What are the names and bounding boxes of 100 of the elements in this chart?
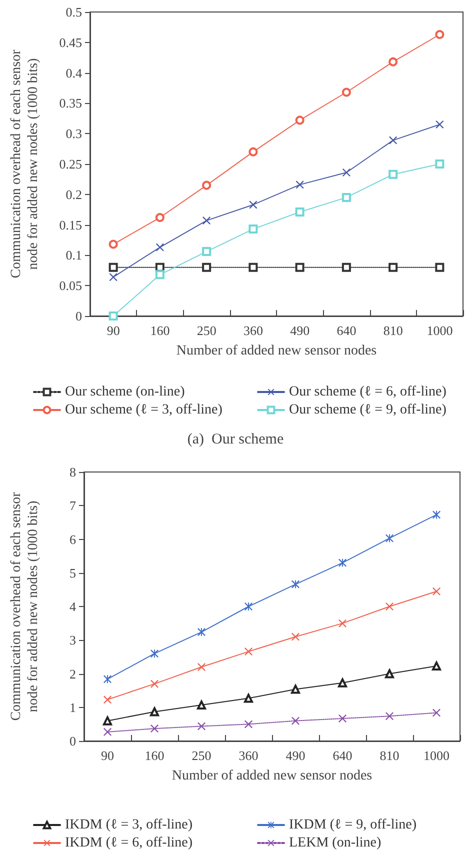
y-tick-label: 0.35 xyxy=(59,96,82,111)
point xyxy=(292,632,300,641)
point xyxy=(386,602,394,610)
point xyxy=(436,120,444,128)
x-tick-label: 250 xyxy=(192,748,212,763)
x-axis-title: Number of added new sensor nodes xyxy=(176,344,377,358)
x-tick-label: 490 xyxy=(290,323,310,338)
x-tick-label: 160 xyxy=(150,323,170,338)
y-tick-label: 8 xyxy=(70,464,76,480)
point xyxy=(342,262,351,272)
point xyxy=(150,724,158,733)
point xyxy=(388,262,398,272)
point xyxy=(108,312,118,320)
point xyxy=(104,728,112,736)
y-tick-label: 0 xyxy=(76,308,82,324)
point xyxy=(292,716,300,725)
y-tick-label: 0.2 xyxy=(66,186,82,202)
point xyxy=(435,160,444,168)
legend-label: IKDM (ℓ = 9, off-line) xyxy=(289,818,417,832)
point xyxy=(338,714,346,722)
x-tick-label: 90 xyxy=(106,323,120,338)
point xyxy=(385,669,394,678)
point xyxy=(295,208,304,217)
y-tick-label: 6 xyxy=(70,532,76,547)
x-tick-label: 360 xyxy=(243,323,263,338)
point xyxy=(244,602,252,610)
point xyxy=(296,180,304,189)
point xyxy=(292,580,300,588)
x-tick-label: 490 xyxy=(286,748,306,763)
x-tick-label: 160 xyxy=(144,748,164,763)
legend-label: Our scheme (on-line) xyxy=(65,384,186,400)
x-tick-label: 810 xyxy=(380,748,400,763)
y-tick-label: 0.1 xyxy=(66,248,82,263)
point xyxy=(388,57,398,66)
y-tick-label: 0.15 xyxy=(59,217,82,232)
x-tick-label: 640 xyxy=(332,748,352,763)
y-axis-title: Communication overhead of each sensor node for added new nodes (1000 bits) xyxy=(9,492,41,721)
point xyxy=(202,262,212,272)
point xyxy=(248,262,258,272)
point xyxy=(155,213,164,222)
y-tick-label: 0.05 xyxy=(59,278,82,294)
point xyxy=(103,716,112,726)
legend-label: LEKM (on-line) xyxy=(289,836,382,850)
point xyxy=(386,712,394,720)
y-tick-label: 7 xyxy=(70,498,76,514)
x-tick-label: 810 xyxy=(383,323,403,338)
y-tick-label: 4 xyxy=(70,599,76,614)
y-tick-label: 3 xyxy=(70,632,76,648)
point xyxy=(156,243,164,252)
y-tick-label: 0.3 xyxy=(66,126,82,142)
y-tick-label: 1 xyxy=(70,700,76,715)
point xyxy=(432,708,440,717)
point xyxy=(435,30,444,39)
point xyxy=(202,180,212,190)
point xyxy=(432,587,440,596)
text: (a) Our scheme xyxy=(187,432,284,448)
point xyxy=(155,270,164,280)
point xyxy=(150,707,159,716)
point xyxy=(388,170,398,179)
point xyxy=(338,678,347,688)
point xyxy=(248,224,258,234)
legend-label: Our scheme (ℓ = 6, off-line) xyxy=(289,384,447,400)
point xyxy=(338,558,346,567)
point xyxy=(104,675,112,684)
y-tick-label: 0.25 xyxy=(59,156,82,172)
point xyxy=(198,663,206,672)
legend-label: Our scheme (ℓ = 3, off-line) xyxy=(65,402,223,418)
legend-label: Our scheme (ℓ = 9, off-line) xyxy=(289,402,447,418)
point xyxy=(150,680,158,688)
point xyxy=(198,628,206,636)
point xyxy=(432,510,440,519)
point xyxy=(435,262,444,272)
point xyxy=(386,534,394,542)
point xyxy=(104,696,112,704)
x-tick-label: 640 xyxy=(336,323,356,338)
point xyxy=(338,619,346,628)
point xyxy=(249,200,258,209)
point xyxy=(244,720,252,728)
point xyxy=(248,147,258,156)
point xyxy=(198,722,206,730)
x-tick-label: 360 xyxy=(238,748,258,763)
x-axis-title: Number of added new sensor nodes xyxy=(172,768,372,784)
point xyxy=(202,216,211,225)
y-tick-label: 0.5 xyxy=(66,4,82,20)
point xyxy=(150,650,158,658)
y-tick-label: 0.45 xyxy=(59,34,82,50)
x-tick-label: 90 xyxy=(101,748,114,763)
point xyxy=(202,247,212,256)
point xyxy=(295,116,304,125)
y-tick-label: 2 xyxy=(70,666,76,682)
point xyxy=(342,192,351,202)
x-tick-label: 1000 xyxy=(426,323,453,338)
y-tick-label: 0.4 xyxy=(66,65,82,80)
point xyxy=(108,262,118,272)
point xyxy=(109,273,118,282)
point xyxy=(244,648,252,656)
point xyxy=(342,88,351,97)
x-tick-label: 1000 xyxy=(424,748,450,763)
legend-label: IKDM (ℓ = 3, off-line) xyxy=(65,818,193,832)
point xyxy=(108,240,118,249)
